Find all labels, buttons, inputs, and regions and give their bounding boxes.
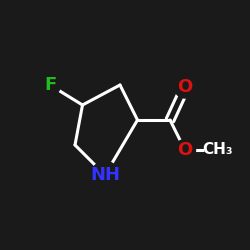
Circle shape [174,77,196,98]
Circle shape [205,138,230,162]
Text: F: F [44,76,56,94]
Text: CH₃: CH₃ [202,142,233,158]
Circle shape [91,161,119,189]
Text: NH: NH [90,166,120,184]
Text: O: O [178,78,192,96]
Circle shape [174,140,196,160]
Circle shape [40,74,60,96]
Text: O: O [178,141,192,159]
